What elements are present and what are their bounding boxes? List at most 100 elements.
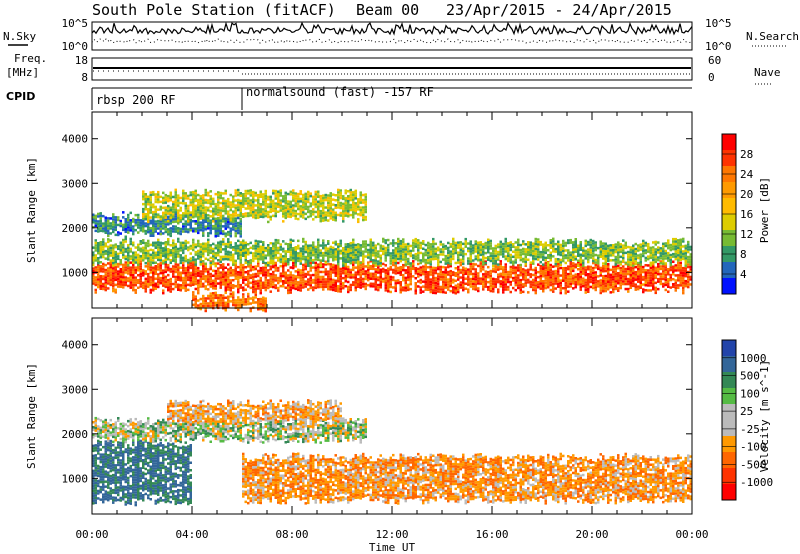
data-cell: [464, 237, 467, 241]
data-cell: [229, 193, 232, 197]
data-cell: [684, 249, 687, 253]
data-cell: [217, 208, 220, 212]
data-cell: [619, 266, 622, 270]
data-cell: [192, 276, 195, 279]
data-cell: [677, 259, 680, 262]
data-cell: [282, 257, 285, 261]
data-cell: [472, 249, 475, 252]
data-cell: [657, 251, 660, 254]
data-cell: [669, 266, 672, 269]
data-cell: [394, 267, 397, 270]
data-cell: [284, 286, 287, 289]
data-cell: [102, 277, 105, 281]
data-cell: [682, 237, 685, 241]
data-cell: [302, 276, 305, 279]
data-cell: [562, 257, 565, 260]
data-cell: [617, 264, 620, 267]
data-cell: [682, 252, 685, 256]
data-cell: [264, 212, 267, 215]
data-cell: [242, 215, 245, 218]
data-cell: [614, 260, 617, 264]
data-cell: [252, 290, 255, 294]
data-cell: [542, 267, 545, 270]
data-cell: [382, 237, 385, 241]
data-cell: [357, 253, 360, 256]
data-cell: [297, 212, 300, 216]
data-cell: [344, 245, 347, 249]
data-cell: [412, 265, 415, 268]
data-cell: [112, 251, 115, 255]
data-cell: [574, 248, 577, 251]
data-cell: [447, 251, 450, 255]
data-cell: [564, 276, 567, 280]
data-cell: [549, 254, 552, 257]
data-cell: [659, 249, 662, 253]
data-cell: [234, 204, 237, 207]
data-cell: [174, 211, 177, 214]
data-cell: [302, 201, 305, 204]
data-cell: [629, 261, 632, 264]
data-cell: [522, 275, 525, 279]
data-cell: [254, 209, 257, 212]
data-cell: [497, 290, 500, 294]
data-cell: [372, 265, 375, 268]
data-cell: [517, 286, 520, 290]
data-cell: [647, 242, 650, 246]
data-cell: [112, 259, 115, 262]
data-cell: [279, 189, 282, 192]
data-cell: [332, 256, 335, 259]
data-cell: [677, 261, 680, 265]
data-cell: [399, 281, 402, 284]
data-cell: [587, 243, 590, 246]
data-cell: [442, 258, 445, 261]
data-cell: [564, 261, 567, 265]
data-cell: [152, 193, 155, 196]
data-cell: [279, 245, 282, 249]
data-cell: [319, 260, 322, 264]
data-cell: [189, 259, 192, 263]
data-cell: [204, 257, 207, 260]
data-cell: [222, 248, 225, 251]
data-cell: [674, 266, 677, 270]
data-cell: [537, 250, 540, 254]
data-cell: [187, 283, 190, 287]
data-cell: [169, 287, 172, 291]
data-cell: [237, 193, 240, 197]
data-cell: [559, 281, 562, 285]
data-cell: [387, 275, 390, 278]
data-cell: [459, 261, 462, 264]
data-cell: [114, 216, 117, 219]
data-cell: [192, 238, 195, 242]
data-cell: [277, 286, 280, 290]
data-cell: [117, 270, 120, 273]
data-cell: [639, 276, 642, 279]
data-cell: [312, 273, 315, 277]
data-cell: [609, 281, 612, 284]
data-cell: [194, 209, 197, 213]
data-cell: [374, 249, 377, 252]
data-cell: [444, 291, 447, 294]
data-cell: [132, 281, 135, 284]
data-cell: [364, 265, 367, 268]
data-cell: [564, 281, 567, 285]
data-cell: [169, 214, 172, 217]
data-cell: [344, 253, 347, 256]
data-cell: [599, 266, 602, 270]
data-cell: [287, 212, 290, 216]
data-cell: [227, 220, 230, 224]
data-cell: [237, 221, 240, 225]
data-cell: [132, 256, 135, 259]
data-cell: [324, 263, 327, 266]
data-cell: [362, 262, 365, 266]
data-cell: [282, 240, 285, 243]
data-cell: [654, 271, 657, 275]
data-cell: [504, 255, 507, 258]
data-cell: [642, 254, 645, 258]
data-cell: [512, 245, 515, 248]
data-cell: [187, 288, 190, 292]
data-cell: [504, 270, 507, 274]
data-cell: [124, 235, 127, 238]
data-cell: [434, 252, 437, 256]
data-cell: [174, 203, 177, 207]
data-cell: [667, 241, 670, 245]
